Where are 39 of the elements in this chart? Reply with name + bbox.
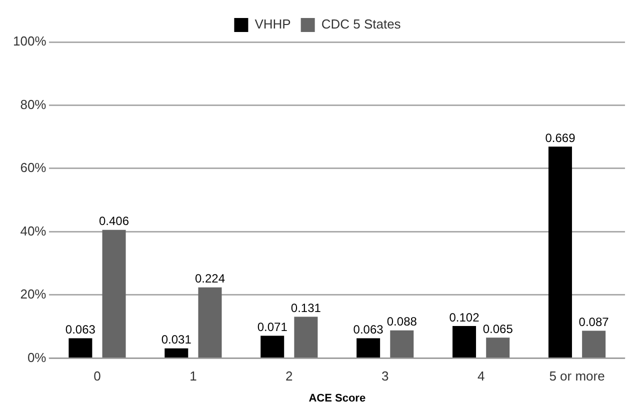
data-label: 0.063 (353, 322, 384, 337)
x-tick-label: 1 (190, 368, 197, 384)
x-tick-label: 0 (94, 368, 101, 384)
bar (390, 330, 414, 358)
data-label: 0.031 (161, 332, 192, 347)
bar (452, 326, 476, 358)
x-tick-label: 2 (286, 368, 293, 384)
bar (486, 338, 510, 358)
legend-label: VHHP (254, 16, 291, 32)
bar (356, 338, 380, 358)
data-label: 0.071 (257, 320, 288, 334)
data-label: 0.087 (578, 315, 610, 330)
bar (548, 146, 572, 358)
y-tick-label: 60% (20, 160, 47, 176)
y-tick-label: 20% (20, 286, 47, 302)
bar (260, 336, 284, 358)
bar (68, 338, 92, 358)
data-label: 0.088 (386, 314, 418, 329)
data-label: 0.669 (545, 130, 576, 145)
data-label: 0.102 (449, 310, 480, 324)
y-tick-label: 80% (20, 96, 47, 112)
y-tick-label: 100% (13, 34, 47, 49)
x-tick-label: 3 (381, 368, 389, 384)
data-label: 0.406 (99, 214, 130, 228)
data-label: 0.131 (290, 301, 322, 316)
bar (102, 230, 126, 358)
x-axis-title: ACE Score (308, 392, 366, 404)
x-tick-label: 4 (477, 368, 485, 384)
data-label: 0.065 (482, 322, 514, 336)
bar (582, 330, 606, 358)
y-tick-label: 0% (27, 350, 47, 365)
bar (164, 348, 188, 358)
legend-label: CDC 5 States (321, 16, 402, 32)
y-tick-label: 40% (20, 223, 47, 238)
x-tick-label: 5 or more (549, 368, 605, 384)
data-label: 0.224 (194, 272, 226, 286)
bar (198, 287, 222, 358)
data-label: 0.063 (65, 322, 96, 337)
bar (294, 316, 318, 358)
